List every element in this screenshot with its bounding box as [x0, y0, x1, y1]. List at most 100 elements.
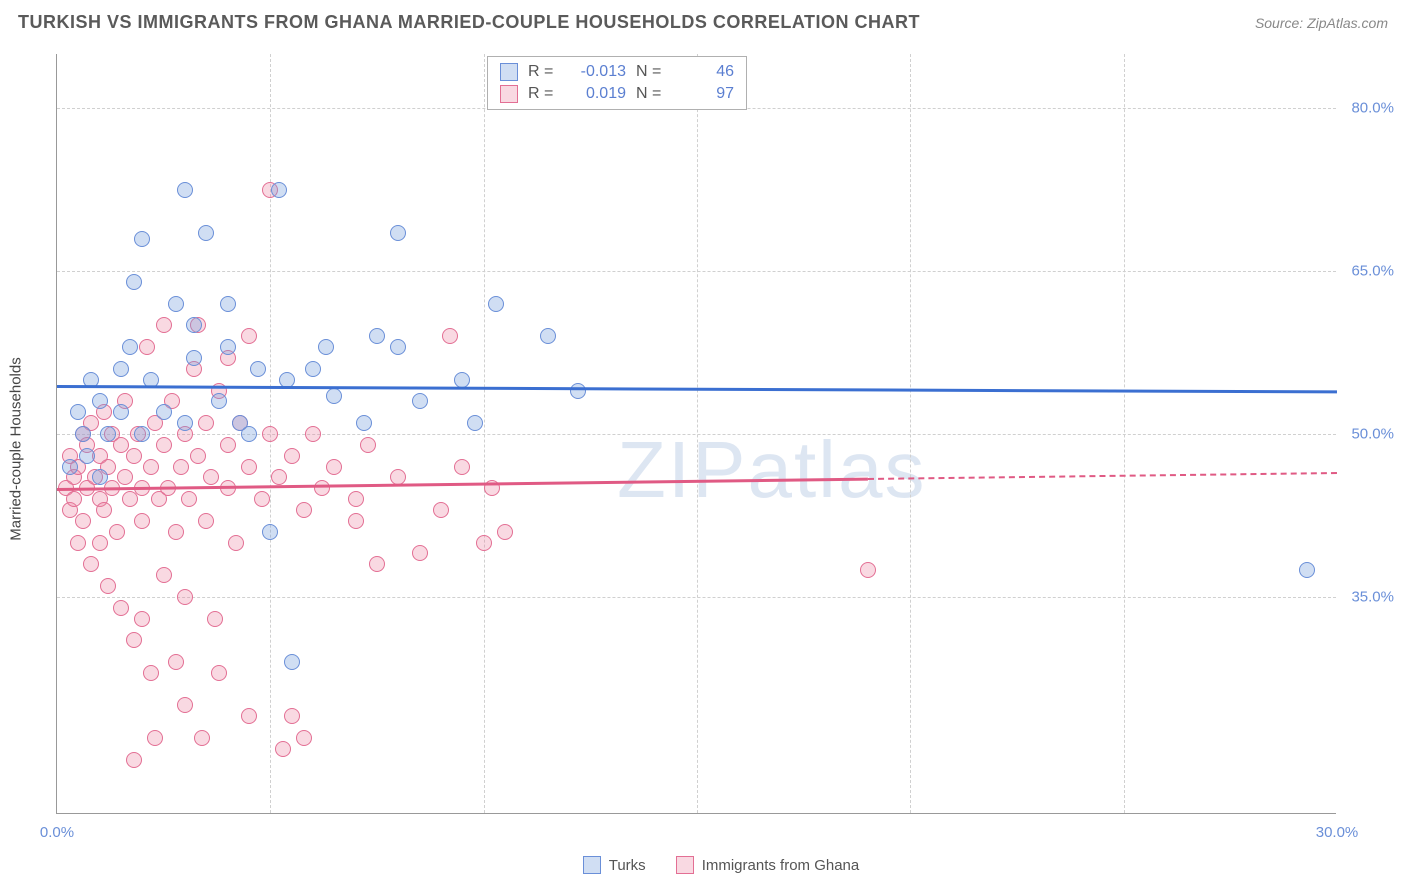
scatter-point [122, 491, 138, 507]
scatter-point [262, 426, 278, 442]
scatter-point [348, 491, 364, 507]
scatter-point [92, 393, 108, 409]
correlation-legend-row: R =-0.013N =46 [500, 61, 734, 83]
x-tick-label: 0.0% [40, 824, 74, 841]
scatter-point [70, 404, 86, 420]
scatter-point [122, 339, 138, 355]
scatter-point [241, 459, 257, 475]
scatter-point [168, 524, 184, 540]
scatter-point [177, 589, 193, 605]
scatter-point [113, 404, 129, 420]
gridline-vertical [697, 54, 698, 813]
scatter-point [75, 513, 91, 529]
scatter-point [198, 225, 214, 241]
scatter-point [156, 437, 172, 453]
scatter-point [318, 339, 334, 355]
scatter-point [203, 469, 219, 485]
scatter-point [220, 339, 236, 355]
scatter-point [262, 524, 278, 540]
scatter-point [220, 296, 236, 312]
scatter-point [186, 317, 202, 333]
legend-swatch [583, 856, 601, 874]
trend-line-extrapolated [868, 472, 1337, 480]
scatter-point [860, 562, 876, 578]
scatter-point [314, 480, 330, 496]
scatter-point [241, 708, 257, 724]
plot-area: ZIPatlas 35.0%50.0%65.0%80.0%0.0%30.0%R … [56, 54, 1336, 814]
gridline-vertical [1124, 54, 1125, 813]
scatter-point [271, 469, 287, 485]
scatter-point [194, 730, 210, 746]
scatter-point [92, 535, 108, 551]
stat-r-label: R = [528, 85, 556, 103]
scatter-point [207, 611, 223, 627]
stat-n-value: 46 [674, 63, 734, 81]
scatter-point [271, 182, 287, 198]
scatter-point [211, 665, 227, 681]
scatter-point [284, 448, 300, 464]
stat-r-label: R = [528, 63, 556, 81]
scatter-point [467, 415, 483, 431]
scatter-point [275, 741, 291, 757]
y-tick-label: 80.0% [1342, 100, 1394, 117]
scatter-point [433, 502, 449, 518]
scatter-point [228, 535, 244, 551]
stat-r-value: 0.019 [566, 85, 626, 103]
scatter-point [540, 328, 556, 344]
scatter-point [156, 404, 172, 420]
gridline-vertical [484, 54, 485, 813]
scatter-point [126, 274, 142, 290]
legend-label: Immigrants from Ghana [702, 857, 860, 874]
scatter-point [211, 393, 227, 409]
scatter-point [177, 182, 193, 198]
chart-title: TURKISH VS IMMIGRANTS FROM GHANA MARRIED… [18, 12, 920, 33]
scatter-point [96, 502, 112, 518]
trend-line [57, 478, 868, 491]
scatter-point [1299, 562, 1315, 578]
scatter-point [156, 567, 172, 583]
legend-swatch [500, 63, 518, 81]
scatter-point [100, 578, 116, 594]
scatter-point [369, 328, 385, 344]
scatter-point [134, 426, 150, 442]
scatter-point [134, 231, 150, 247]
scatter-point [173, 459, 189, 475]
plot-container: Married-couple Households ZIPatlas 35.0%… [56, 54, 1386, 844]
scatter-point [156, 317, 172, 333]
scatter-point [126, 632, 142, 648]
scatter-point [369, 556, 385, 572]
chart-header: TURKISH VS IMMIGRANTS FROM GHANA MARRIED… [0, 0, 1406, 41]
stat-r-value: -0.013 [566, 63, 626, 81]
scatter-point [66, 491, 82, 507]
scatter-point [442, 328, 458, 344]
x-tick-label: 30.0% [1316, 824, 1359, 841]
scatter-point [326, 459, 342, 475]
scatter-point [92, 469, 108, 485]
scatter-point [296, 502, 312, 518]
scatter-point [100, 426, 116, 442]
scatter-point [134, 611, 150, 627]
scatter-point [570, 383, 586, 399]
stat-n-value: 97 [674, 85, 734, 103]
series-legend: TurksImmigrants from Ghana [56, 856, 1386, 874]
scatter-point [70, 535, 86, 551]
scatter-point [454, 372, 470, 388]
stat-n-label: N = [636, 85, 664, 103]
scatter-point [305, 361, 321, 377]
correlation-legend: R =-0.013N =46R =0.019N =97 [487, 56, 747, 110]
scatter-point [177, 415, 193, 431]
scatter-point [147, 730, 163, 746]
scatter-point [356, 415, 372, 431]
scatter-point [168, 654, 184, 670]
watermark-text: ZIPatlas [617, 424, 926, 516]
scatter-point [241, 328, 257, 344]
scatter-point [62, 459, 78, 475]
scatter-point [476, 535, 492, 551]
y-axis-label: Married-couple Households [8, 357, 25, 540]
scatter-point [412, 545, 428, 561]
scatter-point [190, 448, 206, 464]
source-link[interactable]: ZipAtlas.com [1307, 15, 1388, 31]
scatter-point [390, 339, 406, 355]
scatter-point [75, 426, 91, 442]
scatter-point [186, 350, 202, 366]
